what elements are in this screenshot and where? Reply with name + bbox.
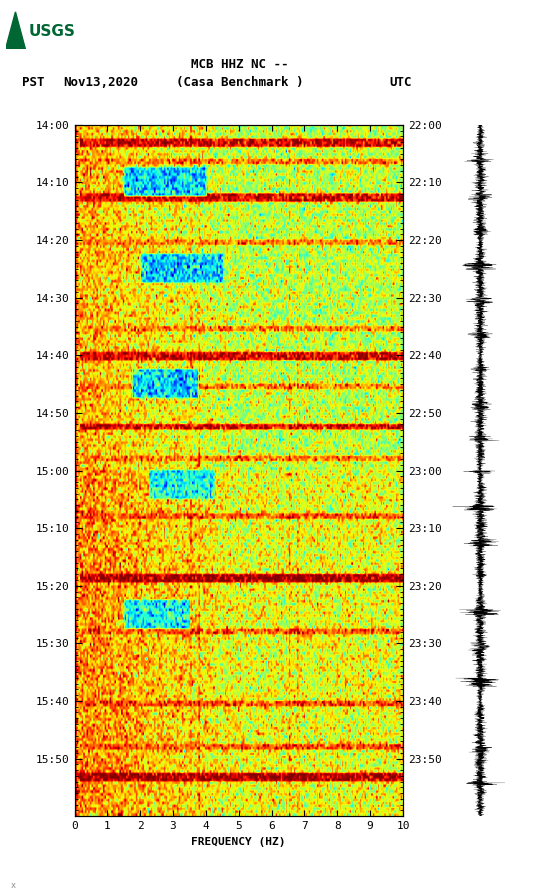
Text: Nov13,2020: Nov13,2020: [63, 76, 139, 88]
Text: UTC: UTC: [389, 76, 412, 88]
X-axis label: FREQUENCY (HZ): FREQUENCY (HZ): [192, 837, 286, 847]
Text: (Casa Benchmark ): (Casa Benchmark ): [177, 76, 304, 88]
Text: x: x: [11, 880, 16, 889]
Text: USGS: USGS: [29, 24, 76, 38]
Polygon shape: [6, 12, 25, 49]
Text: MCB HHZ NC --: MCB HHZ NC --: [192, 58, 289, 70]
Text: PST: PST: [22, 76, 45, 88]
